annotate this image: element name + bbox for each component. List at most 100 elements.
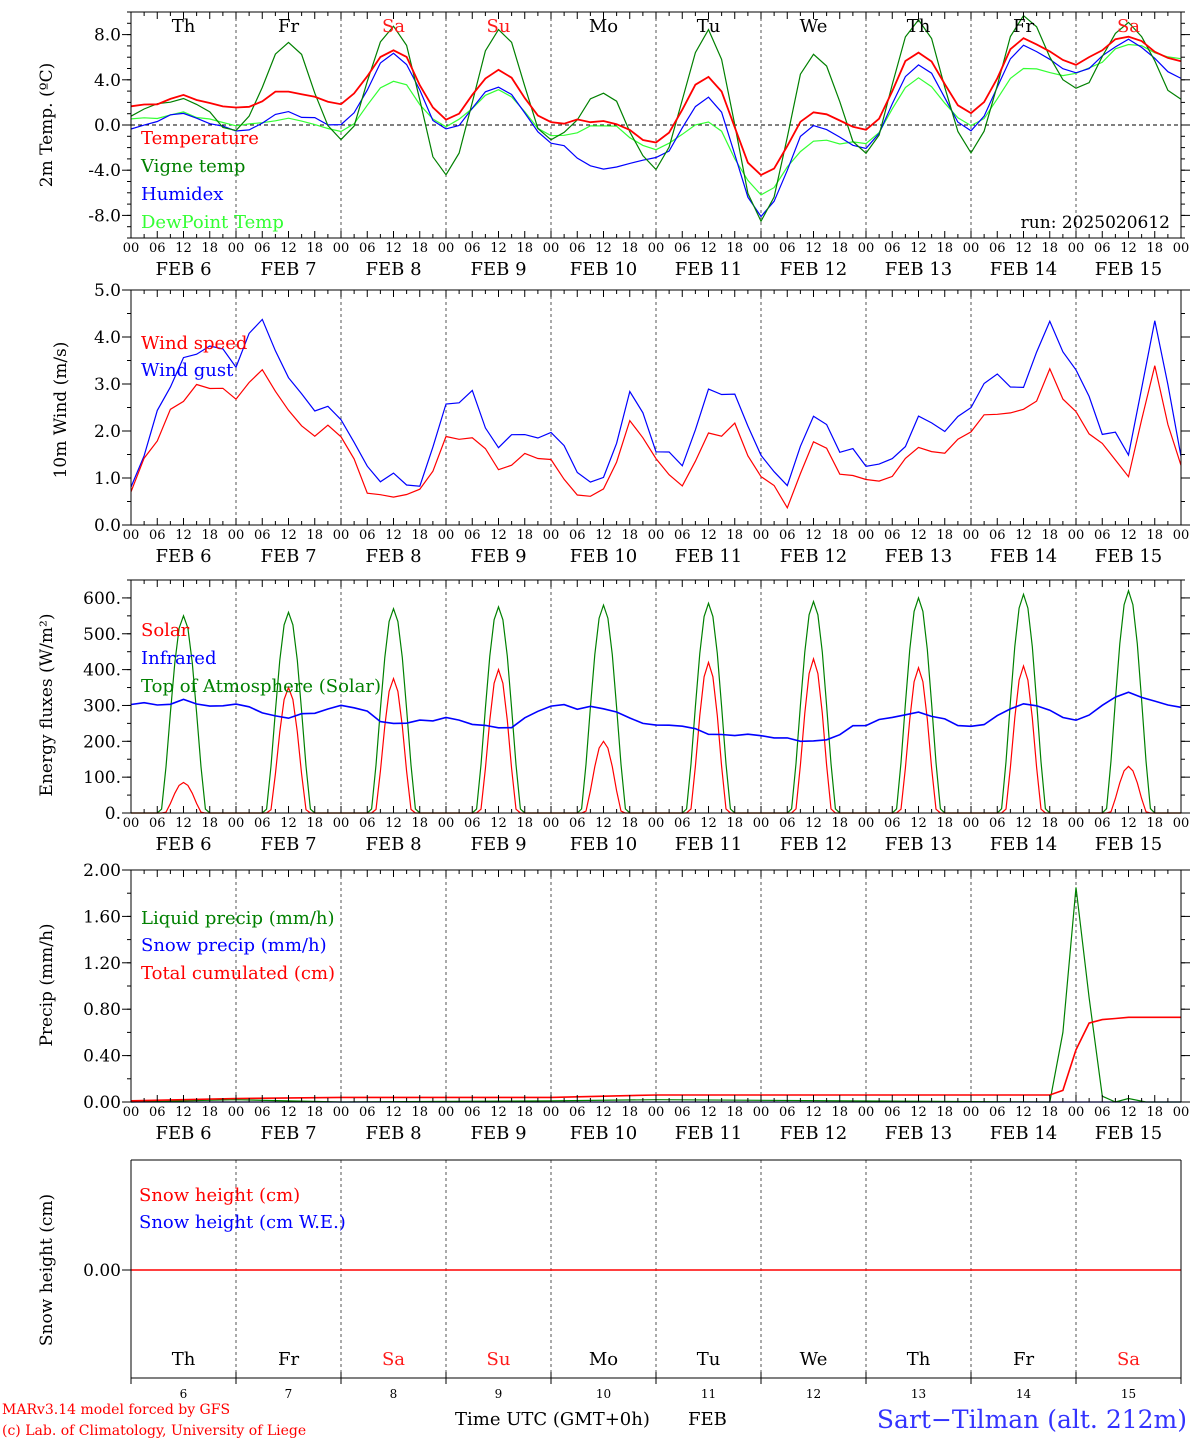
hour-tick-label: 18 — [726, 1105, 743, 1120]
day-of-week-label: Su — [487, 1349, 511, 1370]
hour-tick-label: 06 — [989, 816, 1006, 831]
hour-tick-label: 06 — [359, 241, 376, 256]
hour-tick-label: 06 — [254, 816, 271, 831]
legend-total-cumulated: Total cumulated (cm) — [141, 963, 335, 984]
y-tick-label: 500. — [83, 625, 121, 645]
legend-solar: Solar — [141, 620, 190, 641]
hour-tick-label: 00 — [648, 816, 665, 831]
hour-tick-label: 18 — [411, 1105, 428, 1120]
hour-tick-label: 18 — [936, 528, 953, 543]
hour-tick-label: 06 — [464, 241, 481, 256]
date-label: FEB 8 — [365, 259, 421, 280]
x-axis-title: Time UTC (GMT+0h) — [455, 1409, 650, 1430]
hour-tick-label: 06 — [149, 528, 166, 543]
day-of-week-label: Sa — [1117, 1349, 1140, 1370]
hour-tick-label: 06 — [779, 1105, 796, 1120]
hour-tick-label: 18 — [936, 241, 953, 256]
series-line-humidex — [130, 38, 1182, 218]
day-number-label: 14 — [1016, 1387, 1032, 1401]
day-number-label: 7 — [285, 1387, 293, 1401]
hour-tick-label: 12 — [490, 816, 507, 831]
temperature-legend: Temperature Vigne temp Humidex DewPoint … — [140, 128, 284, 233]
hour-tick-label: 18 — [306, 241, 323, 256]
day-of-week-label: Fr — [278, 16, 299, 37]
day-of-week-label: Tu — [697, 1349, 721, 1370]
hour-tick-label: 12 — [910, 816, 927, 831]
footer: MARv3.14 model forced by GFS (c) Lab. of… — [2, 1402, 1187, 1439]
day-number-label: 12 — [806, 1387, 821, 1401]
hour-tick-label: 00 — [333, 1105, 350, 1120]
date-label: FEB 6 — [155, 1123, 211, 1144]
legend-dewpoint-temp: DewPoint Temp — [141, 212, 284, 233]
legend-wind-speed: Wind speed — [141, 333, 247, 354]
hour-tick-label: 18 — [201, 816, 218, 831]
hour-tick-label: 06 — [989, 241, 1006, 256]
hour-tick-label: 18 — [1146, 816, 1163, 831]
hour-tick-label: 18 — [831, 528, 848, 543]
day-of-week-label: Mo — [589, 16, 618, 37]
hour-tick-label: 00 — [228, 816, 245, 831]
y-tick-label: 600. — [83, 589, 121, 609]
hour-tick-label: 00 — [963, 241, 980, 256]
hour-tick-label: 12 — [1015, 816, 1032, 831]
date-label: FEB 10 — [570, 1123, 637, 1144]
station-title: Sart−Tilman (alt. 212m) — [877, 1405, 1187, 1434]
hour-tick-label: 06 — [569, 528, 586, 543]
hour-tick-label: 06 — [779, 816, 796, 831]
hour-tick-label: 12 — [595, 528, 612, 543]
y-tick-label: 1.0 — [94, 469, 121, 489]
energy-y-axis-label: Energy fluxes (W/m²) — [37, 614, 57, 797]
y-tick-label: 2.00 — [83, 861, 121, 881]
y-tick-label: 4.0 — [94, 71, 121, 91]
hour-tick-label: 12 — [700, 816, 717, 831]
hour-tick-label: 00 — [438, 241, 455, 256]
date-label: FEB 11 — [675, 1123, 742, 1144]
hour-tick-label: 18 — [831, 816, 848, 831]
date-label: FEB 12 — [780, 834, 847, 855]
date-label: FEB 15 — [1095, 259, 1162, 280]
y-tick-label: 3.0 — [94, 375, 121, 395]
y-tick-label: -8.0 — [88, 206, 121, 226]
y-tick-label: 100. — [83, 768, 121, 788]
hour-tick-label: 18 — [621, 528, 638, 543]
precip-legend: Liquid precip (mm/h) Snow precip (mm/h) … — [141, 908, 335, 984]
legend-snow-precip: Snow precip (mm/h) — [141, 935, 327, 956]
hour-tick-label: 06 — [989, 528, 1006, 543]
hour-tick-label: 06 — [884, 1105, 901, 1120]
precip-y-axis-label: Precip (mm/h) — [37, 923, 57, 1046]
hour-tick-label: 06 — [674, 816, 691, 831]
series-line-infrared — [130, 691, 1182, 743]
hour-tick-label: 06 — [569, 241, 586, 256]
hour-tick-label: 12 — [700, 1105, 717, 1120]
hour-tick-label: 06 — [884, 241, 901, 256]
hour-tick-label: 18 — [621, 241, 638, 256]
hour-tick-label: 12 — [595, 816, 612, 831]
hour-tick-label: 12 — [805, 1105, 822, 1120]
hour-tick-label: 18 — [306, 528, 323, 543]
hour-tick-label: 12 — [280, 816, 297, 831]
hour-tick-label: 00 — [228, 528, 245, 543]
date-label: FEB 15 — [1095, 834, 1162, 855]
hour-tick-label: 00 — [858, 241, 875, 256]
legend-humidex: Humidex — [141, 184, 223, 205]
hour-tick-label: 06 — [149, 241, 166, 256]
day-number-label: 6 — [180, 1387, 188, 1401]
temperature-panel: 2m Temp. (ºC) 8.0 4.0 0.0 -4.0 -8.0 Th Fr Sa Su… — [37, 11, 1190, 280]
date-label: FEB 13 — [885, 546, 952, 567]
hour-tick-label: 00 — [753, 1105, 770, 1120]
day-of-week-label: Th — [172, 16, 196, 37]
y-tick-label: -4.0 — [88, 161, 121, 181]
hour-tick-label: 12 — [385, 816, 402, 831]
day-of-week-label: Su — [487, 16, 511, 37]
hour-tick-label: 00 — [333, 528, 350, 543]
wind-legend: Wind speed Wind gust — [141, 333, 247, 381]
hour-tick-label: 06 — [569, 816, 586, 831]
hour-tick-label: 18 — [1041, 1105, 1058, 1120]
day-of-week-label: Th — [907, 16, 931, 37]
energy-legend: Solar Infrared Top of Atmosphere (Solar) — [141, 620, 381, 697]
hour-tick-label: 18 — [201, 241, 218, 256]
hour-tick-label: 12 — [280, 1105, 297, 1120]
hour-tick-label: 00 — [858, 1105, 875, 1120]
day-number-label: 11 — [701, 1387, 716, 1401]
